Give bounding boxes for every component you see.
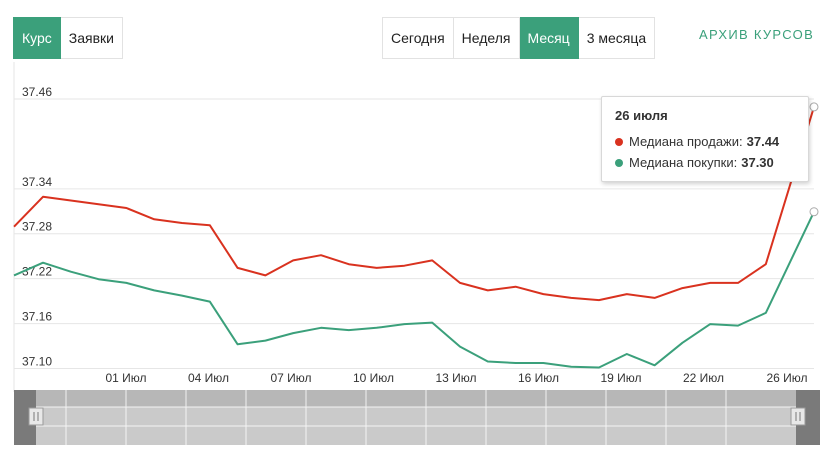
- navigator-grid: [14, 390, 820, 445]
- x-tick-label: 10 Июл: [353, 371, 394, 385]
- series-points: [809, 102, 819, 217]
- buy-legend-dot: [615, 158, 623, 167]
- y-tick-label: 37.46: [22, 85, 52, 99]
- navigator-mask: [36, 390, 796, 445]
- sell-series-line: [13, 106, 815, 302]
- x-tick-label: 01 Июл: [105, 371, 146, 385]
- tooltip-date: 26 июля: [615, 108, 668, 123]
- period-3months-button[interactable]: 3 месяца: [578, 17, 656, 59]
- tooltip-buy-label: Медиана покупки:: [629, 155, 738, 170]
- series-lines: [13, 106, 815, 369]
- rate-chart: 37.10 37.16 37.22 37.28 37.34 37.46 01 Июл 04 …: [13, 62, 819, 392]
- chart-tooltip: 26 июля Медиана продажи: 37.44 Медиана п…: [601, 96, 809, 182]
- y-tick-label: 37.34: [22, 175, 52, 189]
- x-tick-label: 16 Июл: [518, 371, 559, 385]
- view-tabs: Курс Заявки: [13, 17, 124, 59]
- tooltip-buy-value: 37.30: [741, 155, 774, 170]
- x-tick-label: 04 Июл: [188, 371, 229, 385]
- navigator-left-handle[interactable]: [28, 407, 44, 426]
- period-month-button[interactable]: Месяц: [519, 17, 579, 59]
- x-axis-ticks: 01 Июл 04 Июл 07 Июл 10 Июл 13 Июл 16 Июл 19 И…: [105, 371, 807, 385]
- period-selector: Сегодня Неделя Месяц 3 месяца: [382, 17, 656, 59]
- period-today-button[interactable]: Сегодня: [382, 17, 454, 59]
- y-axis-ticks: 37.10 37.16 37.22 37.28 37.34 37.46: [22, 85, 52, 369]
- navigator-left-outside: [14, 390, 36, 445]
- tab-rate[interactable]: Курс: [13, 17, 61, 59]
- x-tick-label: 07 Июл: [270, 371, 311, 385]
- period-week-button[interactable]: Неделя: [453, 17, 520, 59]
- y-tick-label: 37.10: [22, 355, 52, 369]
- buy-series-line: [13, 211, 815, 369]
- range-navigator[interactable]: [14, 390, 820, 445]
- x-tick-label: 26 Июл: [766, 371, 807, 385]
- y-tick-label: 37.16: [22, 310, 52, 324]
- tooltip-buy-row: Медиана покупки: 37.30: [615, 152, 795, 173]
- y-tick-label: 37.28: [22, 220, 52, 234]
- sell-highlight-point: [809, 102, 819, 112]
- sell-legend-dot: [615, 137, 623, 146]
- archive-link[interactable]: АРХИВ КУРСОВ: [699, 27, 815, 42]
- y-tick-label: 37.22: [22, 265, 52, 279]
- buy-highlight-point: [809, 207, 819, 217]
- tooltip-sell-label: Медиана продажи:: [629, 134, 743, 149]
- x-tick-label: 13 Июл: [435, 371, 476, 385]
- x-tick-label: 22 Июл: [683, 371, 724, 385]
- tooltip-sell-row: Медиана продажи: 37.44: [615, 131, 795, 152]
- navigator-right-handle[interactable]: [790, 407, 806, 426]
- tab-orders[interactable]: Заявки: [60, 17, 124, 59]
- x-tick-label: 19 Июл: [600, 371, 641, 385]
- tooltip-sell-value: 37.44: [746, 134, 780, 149]
